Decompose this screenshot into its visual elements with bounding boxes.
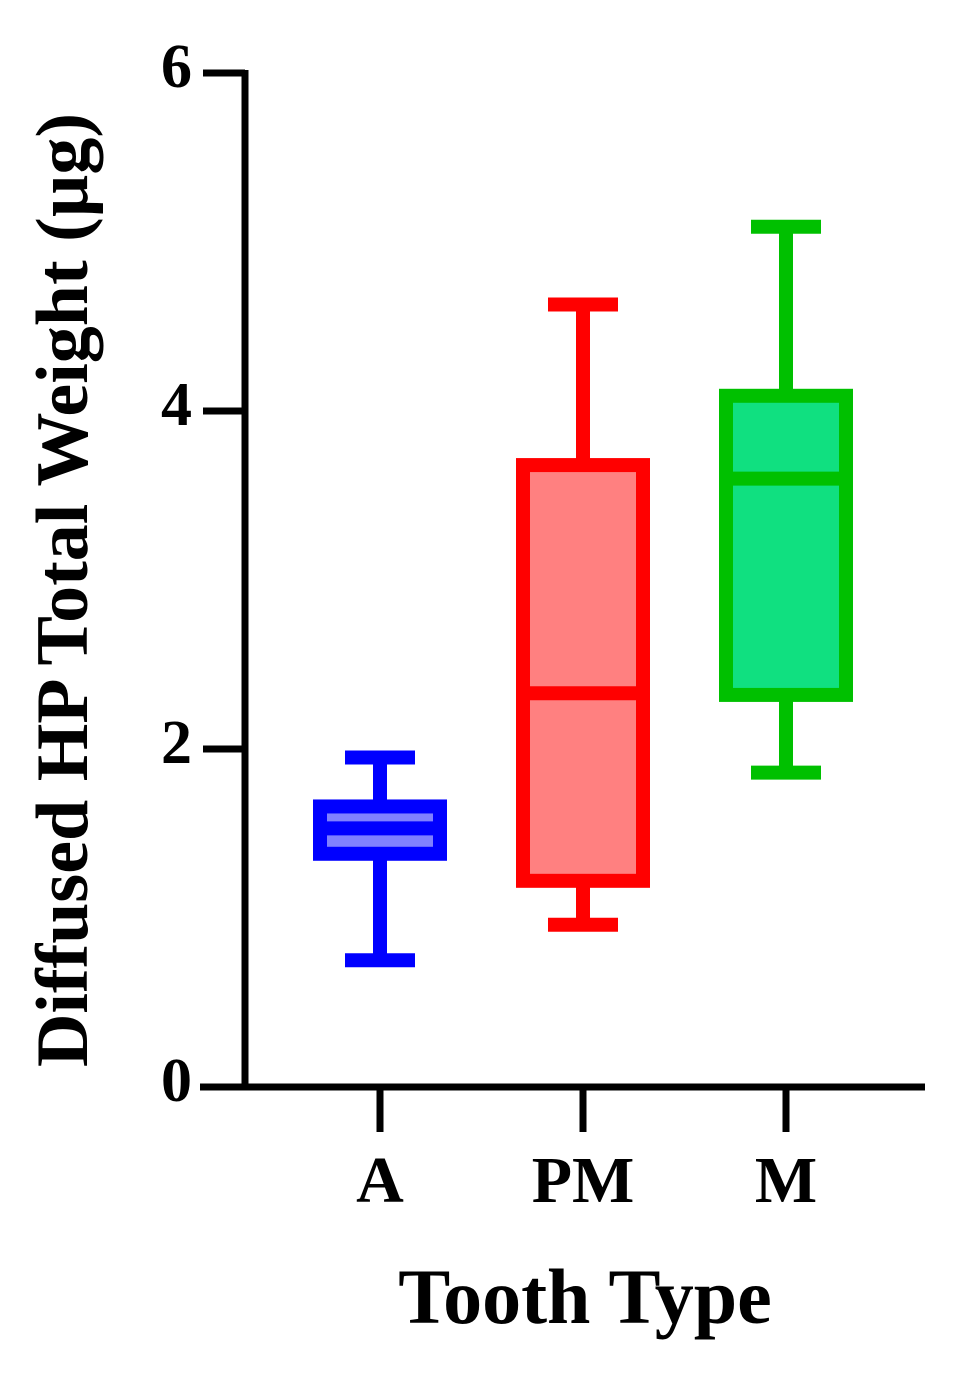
y-tick-label: 0 xyxy=(161,1047,192,1115)
y-tick-label: 2 xyxy=(161,709,192,777)
box xyxy=(719,388,853,702)
x-tick-label: M xyxy=(755,1144,817,1217)
y-tick-label: 6 xyxy=(161,33,192,101)
x-tick-label: PM xyxy=(532,1144,635,1217)
box xyxy=(516,458,650,888)
y-axis-title: Diffused HP Total Weight (µg) xyxy=(22,113,104,1067)
x-tick-label: A xyxy=(356,1144,404,1217)
x-axis-title: Tooth Type xyxy=(398,1253,772,1340)
y-tick-label: 4 xyxy=(161,371,192,439)
